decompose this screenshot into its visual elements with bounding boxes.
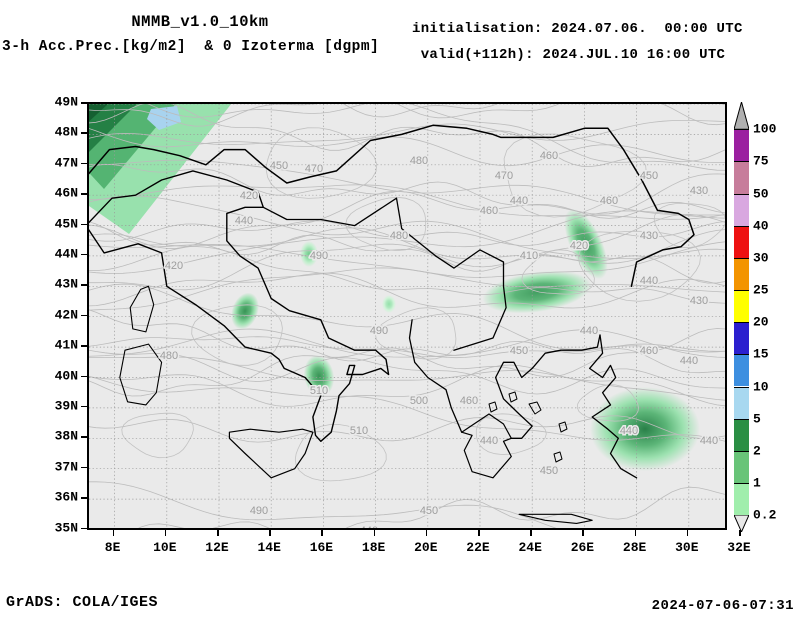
svg-text:420: 420 <box>570 240 588 252</box>
svg-text:440: 440 <box>680 355 698 367</box>
svg-text:470: 470 <box>305 163 323 175</box>
svg-text:440: 440 <box>620 425 638 437</box>
svg-text:440: 440 <box>235 215 253 227</box>
svg-text:510: 510 <box>350 425 368 437</box>
svg-text:440: 440 <box>700 435 718 447</box>
svg-text:460: 460 <box>460 395 478 407</box>
svg-text:440: 440 <box>510 195 528 207</box>
svg-text:440: 440 <box>480 435 498 447</box>
svg-text:490: 490 <box>250 505 268 517</box>
svg-text:430: 430 <box>640 230 658 242</box>
svg-text:430: 430 <box>690 185 708 197</box>
svg-text:480: 480 <box>160 350 178 362</box>
svg-text:500: 500 <box>410 395 428 407</box>
svg-text:450: 450 <box>270 160 288 172</box>
svg-text:440: 440 <box>640 275 658 287</box>
svg-text:480: 480 <box>410 155 428 167</box>
svg-text:420: 420 <box>165 260 183 272</box>
svg-text:460: 460 <box>640 345 658 357</box>
svg-text:430: 430 <box>690 295 708 307</box>
svg-text:440: 440 <box>580 325 598 337</box>
svg-text:420: 420 <box>240 190 258 202</box>
svg-text:450: 450 <box>420 505 438 517</box>
svg-text:460: 460 <box>540 150 558 162</box>
svg-text:440: 440 <box>360 525 378 530</box>
svg-text:490: 490 <box>310 250 328 262</box>
svg-text:450: 450 <box>510 345 528 357</box>
svg-text:410: 410 <box>520 250 538 262</box>
svg-text:480: 480 <box>390 230 408 242</box>
svg-text:450: 450 <box>640 170 658 182</box>
svg-text:470: 470 <box>495 170 513 182</box>
svg-text:460: 460 <box>480 205 498 217</box>
svg-text:460: 460 <box>600 195 618 207</box>
svg-text:510: 510 <box>310 385 328 397</box>
svg-text:450: 450 <box>540 465 558 477</box>
svg-text:490: 490 <box>370 325 388 337</box>
